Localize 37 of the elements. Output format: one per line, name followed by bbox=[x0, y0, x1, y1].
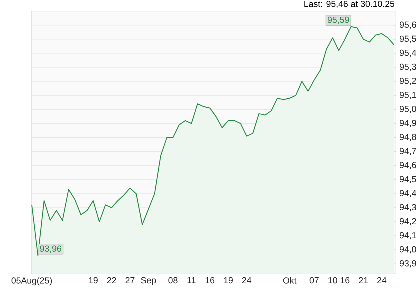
x-tick-label: 19 bbox=[224, 277, 233, 284]
x-tick-label: 22 bbox=[107, 277, 116, 284]
x-tick-label: 05Aug(25) bbox=[12, 277, 52, 286]
x-tick-label: 10 bbox=[328, 277, 338, 284]
y-tick-label: 94,2 bbox=[400, 218, 416, 226]
y-tick-label: 94,7 bbox=[400, 148, 416, 156]
y-tick-label: 95,0 bbox=[400, 106, 416, 114]
x-tick-label: Okt bbox=[283, 277, 297, 284]
x-tick-label: 27 bbox=[126, 277, 135, 284]
y-tick-label: 94,6 bbox=[400, 162, 416, 170]
x-tick-label: Sep bbox=[141, 277, 156, 286]
x-tick-label: 16 bbox=[206, 277, 215, 284]
y-tick-label: 95,3 bbox=[400, 64, 416, 72]
x-tick-label: 16 bbox=[340, 277, 350, 284]
x-tick-label: 24 bbox=[242, 277, 252, 284]
x-tick-label: 11 bbox=[188, 277, 196, 284]
y-tick-label: 94,8 bbox=[400, 134, 416, 142]
annotation: 93,96 bbox=[40, 246, 62, 254]
y-tick-label: 94,9 bbox=[400, 120, 416, 128]
y-tick-label: 93,9 bbox=[400, 260, 416, 268]
y-tick-label: 95,1 bbox=[400, 92, 416, 100]
y-tick-label: 95,4 bbox=[400, 50, 416, 58]
y-tick-label: 94,5 bbox=[400, 176, 416, 184]
x-tick-label: 07 bbox=[310, 277, 319, 284]
y-tick-label: 94,1 bbox=[400, 232, 416, 240]
annotation: 95,59 bbox=[328, 16, 350, 24]
x-tick-label: 21 bbox=[359, 277, 368, 284]
x-tick-label: 19 bbox=[89, 277, 98, 284]
y-tick-label: 95,6 bbox=[400, 22, 416, 30]
text: Last: 95,46 at 30.10.25 bbox=[304, 1, 395, 8]
y-tick-label: 95,5 bbox=[400, 36, 416, 44]
x-tick-label: 08 bbox=[168, 277, 178, 284]
y-tick-label: 94,0 bbox=[400, 246, 416, 254]
x-tick-label: 24 bbox=[378, 277, 387, 284]
y-tick-label: 94,4 bbox=[400, 190, 416, 198]
y-tick-label: 95,2 bbox=[400, 78, 416, 86]
y-tick-label: 94,3 bbox=[400, 204, 416, 212]
